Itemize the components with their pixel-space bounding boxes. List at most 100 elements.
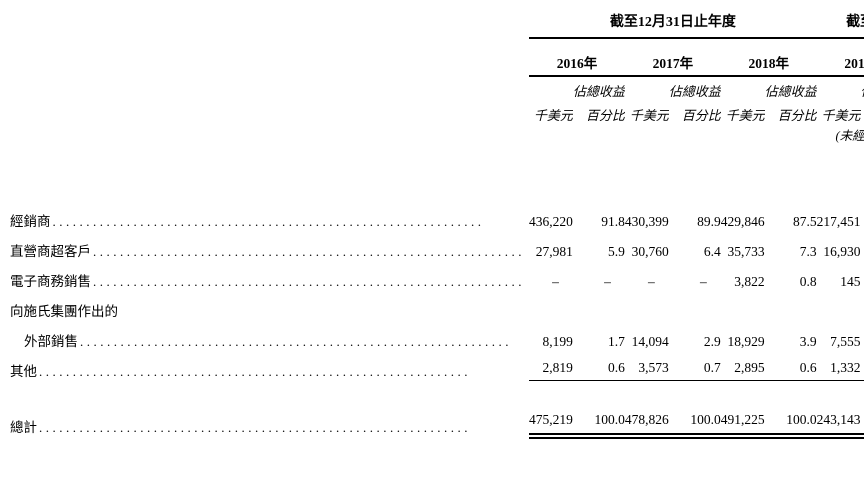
revenue-breakdown-table: 截至12月31日止年度 截至6月30日止六個月 2016年 2017年 2018… bbox=[10, 8, 864, 439]
dot-leaders bbox=[80, 334, 525, 350]
value-cell: 8,199 bbox=[542, 333, 573, 349]
table-row-ecommerce: 電子商務銷售 – – – – 3,822 0.8 145 0.1 7,581 3… bbox=[10, 260, 864, 290]
value-cell: 16,930 bbox=[823, 243, 861, 259]
subheader-percentage: 百分比 bbox=[777, 108, 817, 124]
value-cell: 0.6 bbox=[572, 350, 625, 381]
spacer-cell bbox=[10, 380, 864, 396]
spacer-cell bbox=[10, 144, 864, 200]
table-body: 經銷商 436,220 91.8 430,399 89.9 429,846 87… bbox=[10, 144, 864, 439]
value-cell: 217,451 bbox=[816, 213, 861, 229]
value-cell: 0.1 bbox=[861, 260, 864, 290]
subheader-percentage: 百分比 bbox=[861, 100, 864, 124]
year-header-2018: 2018年 bbox=[720, 48, 817, 77]
value-cell: 0.6 bbox=[764, 350, 817, 381]
dot-leaders bbox=[53, 214, 526, 230]
value-cell: 27,981 bbox=[535, 243, 573, 259]
subheader-percentage: 百分比 bbox=[681, 108, 721, 124]
year-header-2016: 2016年 bbox=[529, 48, 625, 77]
value-cell: – bbox=[604, 273, 611, 289]
value-cell: 7.0 bbox=[861, 230, 864, 260]
total-value-cell: 478,826 bbox=[624, 396, 669, 439]
period-header-annual: 截至12月31日止年度 bbox=[529, 8, 817, 39]
year-header-2018-interim: 2018年 bbox=[816, 48, 864, 77]
value-cell: 0.8 bbox=[799, 273, 817, 289]
value-cell: 0.7 bbox=[668, 350, 721, 381]
subheader-percentage: 百分比 bbox=[585, 108, 625, 124]
subheader-amount-unit: 千美元 bbox=[533, 108, 573, 124]
value-cell: 145 bbox=[840, 273, 861, 289]
spacer-cell bbox=[529, 290, 864, 320]
value-cell: 3,822 bbox=[734, 273, 765, 289]
row-label-text: 總計 bbox=[10, 419, 37, 435]
value-cell: 2.9 bbox=[703, 333, 721, 349]
spacer-cell bbox=[10, 76, 529, 100]
spacer-cell bbox=[529, 124, 817, 144]
value-cell: 5.9 bbox=[608, 243, 625, 259]
table-row-shis-group-caption: 向施氏集團作出的 bbox=[10, 290, 864, 320]
total-value-cell: 475,219 bbox=[529, 396, 573, 439]
dot-leaders bbox=[93, 244, 525, 260]
row-label-text: 電子商務銷售 bbox=[10, 273, 91, 289]
value-cell: 3.1 bbox=[861, 320, 864, 350]
total-label: 總計 bbox=[10, 396, 529, 436]
value-cell: 1,332 bbox=[816, 350, 861, 381]
value-cell: 429,846 bbox=[720, 213, 765, 229]
spacer-cell bbox=[817, 76, 861, 100]
dot-leaders bbox=[93, 274, 525, 290]
value-cell: 7.3 bbox=[799, 243, 817, 259]
table-row-direct-supermarket: 直營商超客戶 27,981 5.9 30,760 6.4 35,733 7.3 … bbox=[10, 230, 864, 260]
value-cell: – bbox=[648, 273, 655, 289]
row-label: 直營商超客戶 bbox=[10, 230, 529, 260]
unaudited-note-row: (未經審核) bbox=[10, 124, 864, 144]
row-label: 其他 bbox=[10, 350, 529, 380]
spacer-row bbox=[10, 38, 864, 48]
spacer-cell bbox=[10, 8, 529, 38]
row-label: 電子商務銷售 bbox=[10, 260, 529, 290]
value-cell: 0.5 bbox=[860, 350, 864, 381]
value-cell: 2,819 bbox=[529, 350, 573, 381]
table-row-external-sales: 外部銷售 8,199 1.7 14,094 2.9 18,929 3.9 7,5… bbox=[10, 320, 864, 350]
subheader-share-of-revenue: 佔總收益 bbox=[764, 84, 817, 100]
row-label-text: 其他 bbox=[10, 363, 37, 379]
subheader-amount-unit: 千美元 bbox=[629, 108, 669, 124]
table-row-total: 總計 475,219 100.0 478,826 100.0 491,225 1… bbox=[10, 396, 864, 439]
value-cell: 18,929 bbox=[727, 333, 765, 349]
subheader-share-row: 佔總收益 佔總收益 佔總收益 佔總收益 佔總收益 bbox=[10, 76, 864, 100]
period-header-interim: 截至6月30日止六個月 bbox=[816, 8, 864, 39]
row-label-text: 外部銷售 bbox=[24, 333, 78, 349]
value-cell: – bbox=[552, 273, 559, 289]
period-header-row: 截至12月31日止年度 截至6月30日止六個月 bbox=[10, 8, 864, 39]
spacer-row bbox=[10, 144, 864, 200]
subheader-units-row: 千美元 百分比 千美元 百分比 千美元 百分比 千美元 百分比 千美元 百分比 bbox=[10, 100, 864, 124]
subheader-share-of-revenue: 佔總收益 bbox=[861, 76, 864, 100]
total-value-cell: 491,225 bbox=[720, 396, 765, 439]
value-cell: 14,094 bbox=[631, 333, 669, 349]
subheader-share-of-revenue: 佔總收益 bbox=[668, 84, 721, 100]
total-value-cell: 100.0 bbox=[764, 396, 817, 439]
total-value-cell: 243,143 bbox=[816, 396, 861, 439]
value-cell: 2,895 bbox=[720, 350, 765, 381]
value-cell: 35,733 bbox=[727, 243, 765, 259]
spacer-cell bbox=[721, 76, 765, 100]
value-cell: – bbox=[700, 273, 707, 289]
dot-leaders bbox=[39, 364, 525, 380]
total-value-cell: 100.0 bbox=[860, 396, 864, 439]
value-cell: 91.8 bbox=[601, 213, 625, 229]
spacer-cell bbox=[10, 48, 529, 76]
total-value-cell: 100.0 bbox=[668, 396, 721, 439]
value-cell: 89.9 bbox=[697, 213, 721, 229]
spacer-cell bbox=[529, 76, 573, 100]
subheader-share-of-revenue: 佔總收益 bbox=[572, 84, 625, 100]
unaudited-note: (未經審核) bbox=[835, 129, 864, 143]
spacer-cell bbox=[10, 38, 864, 48]
value-cell: 30,760 bbox=[631, 243, 669, 259]
value-cell: 3,573 bbox=[624, 350, 669, 381]
table-row-distributors: 經銷商 436,220 91.8 430,399 89.9 429,846 87… bbox=[10, 200, 864, 230]
value-cell: 1.7 bbox=[608, 333, 625, 349]
row-label: 經銷商 bbox=[10, 200, 529, 230]
table-row-others: 其他 2,819 0.6 3,573 0.7 2,895 0.6 1,332 0… bbox=[10, 350, 864, 381]
year-header-row: 2016年 2017年 2018年 2018年 2019年 bbox=[10, 48, 864, 77]
value-cell: 436,220 bbox=[529, 213, 573, 229]
dot-leaders bbox=[39, 420, 525, 436]
table-header: 截至12月31日止年度 截至6月30日止六個月 2016年 2017年 2018… bbox=[10, 8, 864, 144]
